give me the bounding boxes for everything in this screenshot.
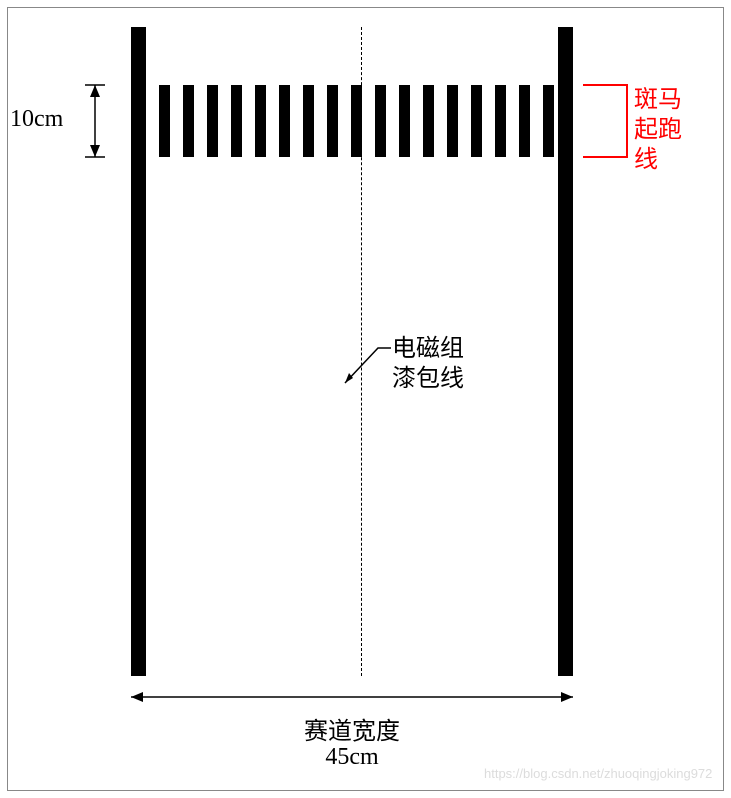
wire-callout-line: 电磁组 <box>392 334 464 364</box>
wire-callout-text: 电磁组 漆包线 <box>392 334 464 394</box>
wire-callout-line: 漆包线 <box>392 364 464 394</box>
wire-callout-leader <box>0 0 731 798</box>
diagram-canvas: 10cm 赛道宽度 45cm 斑马 起跑 线 电磁组 漆包线 https://b… <box>0 0 731 798</box>
watermark-text: https://blog.csdn.net/zhuoqingjoking972 <box>484 766 712 781</box>
